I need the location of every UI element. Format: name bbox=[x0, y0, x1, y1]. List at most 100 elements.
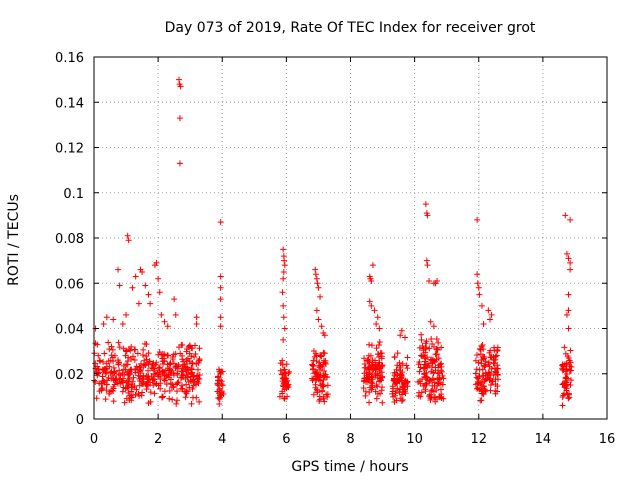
data-point bbox=[106, 390, 113, 397]
data-point bbox=[116, 282, 123, 289]
data-point bbox=[93, 395, 100, 402]
data-point bbox=[196, 398, 203, 405]
x-axis-label: GPS time / hours bbox=[291, 459, 408, 475]
data-point bbox=[136, 364, 143, 371]
data-point bbox=[280, 246, 287, 253]
data-point bbox=[399, 396, 406, 403]
data-point bbox=[111, 369, 118, 376]
data-point bbox=[368, 302, 375, 309]
data-point bbox=[438, 344, 445, 351]
data-point bbox=[309, 362, 316, 369]
data-point bbox=[317, 372, 324, 379]
data-point bbox=[196, 345, 203, 352]
data-point bbox=[392, 387, 399, 394]
data-point bbox=[438, 360, 445, 367]
data-point bbox=[373, 362, 380, 369]
data-point bbox=[418, 352, 425, 359]
data-point bbox=[490, 372, 497, 379]
data-point bbox=[282, 372, 289, 379]
data-point bbox=[374, 314, 381, 321]
data-point bbox=[166, 387, 173, 394]
data-point bbox=[365, 358, 372, 365]
x-tick-label: 12 bbox=[470, 432, 487, 447]
data-point bbox=[319, 381, 326, 388]
data-point bbox=[281, 366, 288, 373]
data-point bbox=[111, 352, 118, 359]
data-point bbox=[492, 381, 499, 388]
data-point bbox=[370, 366, 377, 373]
data-point bbox=[100, 320, 107, 327]
data-point bbox=[567, 216, 574, 223]
data-point bbox=[140, 346, 147, 353]
data-point bbox=[128, 381, 135, 388]
y-tick-label: 0.16 bbox=[55, 51, 84, 66]
data-point bbox=[321, 332, 328, 339]
data-point bbox=[368, 277, 375, 284]
data-point bbox=[428, 394, 435, 401]
data-point bbox=[115, 371, 122, 378]
data-point bbox=[123, 395, 130, 402]
data-point bbox=[402, 390, 409, 397]
data-point bbox=[158, 311, 165, 318]
data-point bbox=[186, 384, 193, 391]
data-point bbox=[366, 341, 373, 348]
data-point bbox=[397, 386, 404, 393]
data-point bbox=[115, 266, 122, 273]
data-point bbox=[399, 360, 406, 367]
data-point bbox=[140, 363, 147, 370]
data-point bbox=[316, 359, 323, 366]
data-point bbox=[279, 361, 286, 368]
data-point bbox=[170, 383, 177, 390]
data-point bbox=[480, 383, 487, 390]
data-point bbox=[437, 361, 444, 368]
data-point bbox=[103, 369, 110, 376]
data-point bbox=[475, 284, 482, 291]
data-point bbox=[130, 374, 137, 381]
data-point bbox=[476, 291, 483, 298]
data-point bbox=[189, 345, 196, 352]
data-point bbox=[156, 364, 163, 371]
data-point bbox=[182, 367, 189, 374]
data-point bbox=[559, 381, 566, 388]
data-point bbox=[143, 356, 150, 363]
data-point bbox=[94, 341, 101, 348]
data-point bbox=[218, 388, 225, 395]
data-point bbox=[122, 366, 129, 373]
data-point bbox=[481, 363, 488, 370]
data-point bbox=[433, 387, 440, 394]
data-point bbox=[191, 354, 198, 360]
data-point bbox=[433, 335, 440, 342]
data-point bbox=[110, 398, 117, 405]
data-point bbox=[477, 346, 484, 353]
data-point bbox=[422, 388, 429, 395]
data-point bbox=[429, 360, 436, 367]
data-point bbox=[376, 390, 383, 397]
data-point bbox=[133, 386, 140, 393]
data-point bbox=[183, 348, 190, 355]
data-point bbox=[404, 365, 411, 372]
y-tick-label: 0.14 bbox=[55, 96, 84, 111]
data-point bbox=[159, 394, 166, 401]
data-point bbox=[368, 379, 375, 386]
data-point bbox=[390, 375, 397, 382]
data-point bbox=[485, 361, 492, 368]
data-point bbox=[128, 355, 135, 362]
data-point bbox=[165, 352, 172, 359]
data-point bbox=[314, 389, 321, 396]
data-point bbox=[147, 389, 154, 396]
data-point bbox=[398, 327, 405, 334]
data-point bbox=[286, 368, 293, 375]
data-point bbox=[369, 262, 376, 269]
data-point bbox=[313, 307, 320, 314]
data-point bbox=[379, 399, 386, 406]
data-point bbox=[92, 360, 99, 367]
data-point bbox=[423, 369, 430, 376]
data-point bbox=[373, 320, 380, 327]
data-point bbox=[317, 353, 324, 360]
x-tick-label: 4 bbox=[218, 432, 226, 447]
data-point bbox=[487, 347, 494, 354]
data-point bbox=[474, 280, 481, 287]
data-point bbox=[378, 355, 385, 362]
data-point bbox=[126, 392, 133, 399]
data-point bbox=[491, 364, 498, 371]
